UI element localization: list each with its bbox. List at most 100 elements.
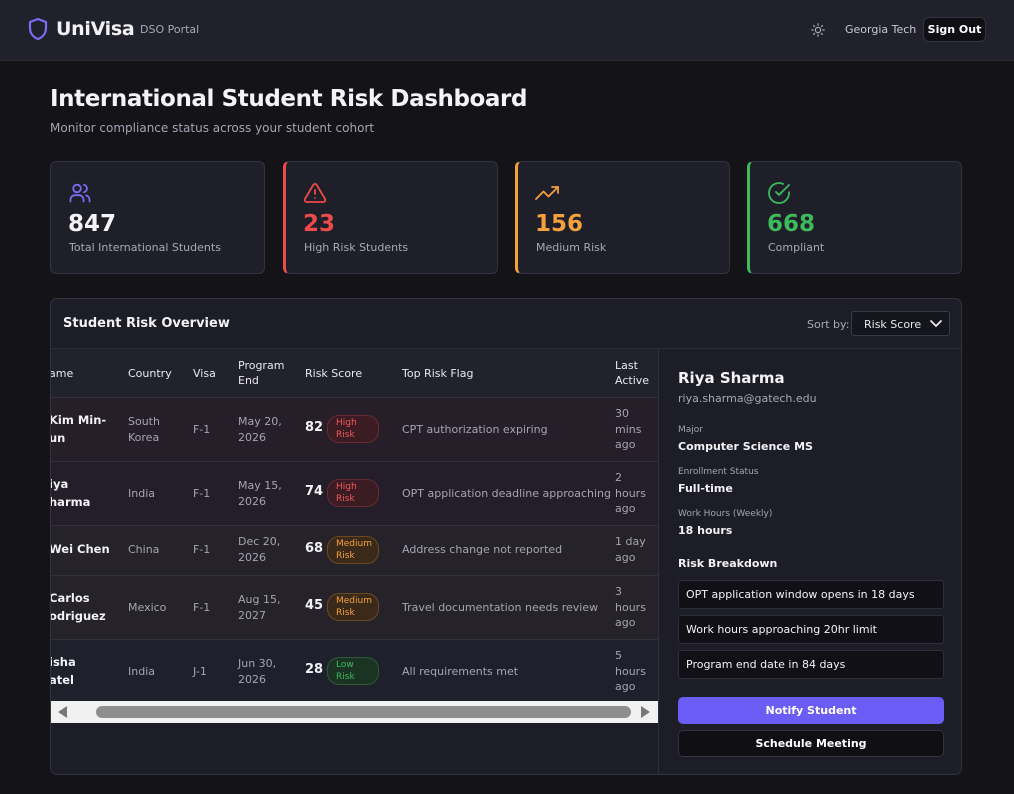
table-row[interactable]: isha atel India J-1 Jun 30, 2026 28 Low Ris… (51, 639, 658, 701)
notify-student-button[interactable]: Notify Student (678, 697, 944, 724)
column-header-last-active[interactable]: Last Active (615, 358, 649, 388)
risk-score-value: 45 (305, 598, 324, 613)
program-end-date: Aug 15, 2027 (238, 593, 281, 622)
major-label: Major (678, 425, 703, 435)
program-end-date: May 20, 2026 (238, 415, 282, 444)
theme-toggle-sun-icon[interactable] (811, 23, 825, 37)
risk-score-value: 74 (305, 484, 324, 499)
program-end-date: Dec 20, 2026 (238, 535, 281, 564)
risk-level-badge: High Risk (327, 415, 379, 443)
risk-breakdown-item: OPT application window opens in 18 days (678, 580, 944, 609)
stat-label: Compliant (768, 241, 825, 254)
top-risk-flag: All requirements met (402, 665, 519, 678)
scroll-left-arrow-icon[interactable] (58, 706, 67, 718)
enrollment-label: Enrollment Status (678, 467, 759, 477)
header-line: End (238, 374, 259, 387)
last-active: 1 day ago (615, 535, 646, 564)
header-line: Last (615, 359, 638, 372)
chevron-down-icon (930, 320, 942, 327)
stat-label: Medium Risk (536, 241, 607, 254)
column-header-risk-score[interactable]: Risk Score (305, 367, 363, 380)
program-end-date: Jun 30, 2026 (238, 657, 277, 686)
student-visa: J-1 (193, 665, 207, 678)
risk-breakdown-item: Work hours approaching 20hr limit (678, 615, 944, 644)
risk-breakdown-title: Risk Breakdown (678, 557, 778, 570)
column-header-visa[interactable]: Visa (193, 367, 216, 380)
column-header-top-flag[interactable]: Top Risk Flag (402, 367, 474, 380)
top-risk-flag: OPT application deadline approaching (402, 487, 611, 500)
student-risk-overview-panel: Student Risk Overview Sort by: Risk Scor… (50, 298, 962, 775)
page-title: International Student Risk Dashboard (50, 86, 528, 112)
top-navigation-bar: UniVisa DSO Portal Georgia Tech Sign Out (0, 0, 1014, 61)
alert-triangle-icon (303, 183, 327, 203)
header-line: Active (615, 374, 650, 387)
horizontal-scrollbar[interactable] (51, 701, 658, 723)
stat-card-compliant: 668 Compliant (747, 161, 962, 274)
major-value: Computer Science MS (678, 440, 813, 453)
stat-value: 847 (68, 211, 117, 237)
risk-level-badge: High Risk (327, 479, 379, 507)
student-name: Wei Chen (51, 542, 110, 556)
column-header-program-end[interactable]: Program End (238, 358, 284, 388)
risk-level-badge: Medium Risk (327, 536, 379, 564)
student-visa: F-1 (193, 423, 211, 436)
stat-value: 23 (303, 211, 336, 237)
risk-score-value: 68 (305, 541, 324, 556)
program-end-date: May 15, 2026 (238, 479, 282, 508)
top-risk-flag: CPT authorization expiring (402, 423, 548, 436)
sort-select[interactable]: Risk Score (851, 311, 950, 336)
risk-level-badge: Medium Risk (327, 593, 379, 621)
last-active: 2 hours ago (615, 471, 646, 515)
student-country: India (128, 665, 155, 678)
sign-out-button[interactable]: Sign Out (923, 17, 986, 42)
last-active: 5 hours ago (615, 649, 646, 693)
sort-label: Sort by: (807, 318, 850, 331)
work-hours-label: Work Hours (Weekly) (678, 509, 773, 519)
table-row[interactable]: iyaharma India F-1 May 15,2026 74 HighRi… (51, 461, 658, 525)
column-header-country[interactable]: Country (128, 367, 172, 380)
student-table: ame Country Visa Program End Risk Score … (51, 348, 658, 701)
brand-name[interactable]: UniVisa (56, 18, 135, 40)
stat-label: High Risk Students (304, 241, 409, 254)
scroll-right-arrow-icon[interactable] (641, 706, 650, 718)
risk-score-value: 28 (305, 662, 324, 677)
stat-value: 668 (767, 211, 816, 237)
student-visa: F-1 (193, 487, 211, 500)
sort-select-value: Risk Score (864, 318, 922, 331)
student-visa: F-1 (193, 543, 211, 556)
student-detail-panel: Riya Sharma riya.sharma@gatech.edu Major… (658, 348, 961, 774)
page-subtitle: Monitor compliance status across your st… (50, 121, 375, 135)
student-country: South Korea (128, 415, 160, 444)
risk-level-badge: Low Risk (327, 657, 379, 685)
detail-student-name: Riya Sharma (678, 369, 785, 387)
table-header: ame Country Visa Program End Risk Score … (51, 349, 658, 397)
risk-score-value: 82 (305, 420, 324, 435)
detail-student-email[interactable]: riya.sharma@gatech.edu (678, 392, 817, 405)
scrollbar-thumb[interactable] (96, 706, 631, 718)
student-name: iyaharma (51, 477, 91, 509)
schedule-meeting-button[interactable]: Schedule Meeting (678, 730, 944, 757)
work-hours-value: 18 hours (678, 524, 733, 537)
risk-breakdown-item: Program end date in 84 days (678, 650, 944, 679)
stat-card-total: 847 Total International Students (50, 161, 265, 274)
student-name: Kim Min-un (51, 413, 107, 445)
check-circle-icon (768, 182, 790, 204)
table-row[interactable]: Wei Chen China F-1 Dec 20, 2026 68 Medium… (51, 525, 658, 575)
stat-card-high-risk: 23 High Risk Students (283, 161, 498, 274)
stat-label: Total International Students (69, 241, 221, 254)
student-visa: F-1 (193, 601, 211, 614)
student-name: Carlos odriguez (51, 591, 106, 623)
portal-label: DSO Portal (140, 23, 200, 36)
student-country: India (128, 487, 155, 500)
table-row[interactable]: Carlos odriguez Mexico F-1 Aug 15, 2027 45… (51, 575, 658, 639)
institution-name: Georgia Tech (845, 23, 917, 36)
student-country: China (128, 543, 160, 556)
last-active: 3 hours ago (615, 585, 646, 629)
users-icon (69, 183, 91, 203)
panel-title: Student Risk Overview (63, 316, 230, 331)
student-country: Mexico (128, 601, 167, 614)
enrollment-value: Full-time (678, 482, 733, 495)
column-header-name[interactable]: ame (51, 367, 74, 380)
trending-up-icon (535, 186, 559, 200)
